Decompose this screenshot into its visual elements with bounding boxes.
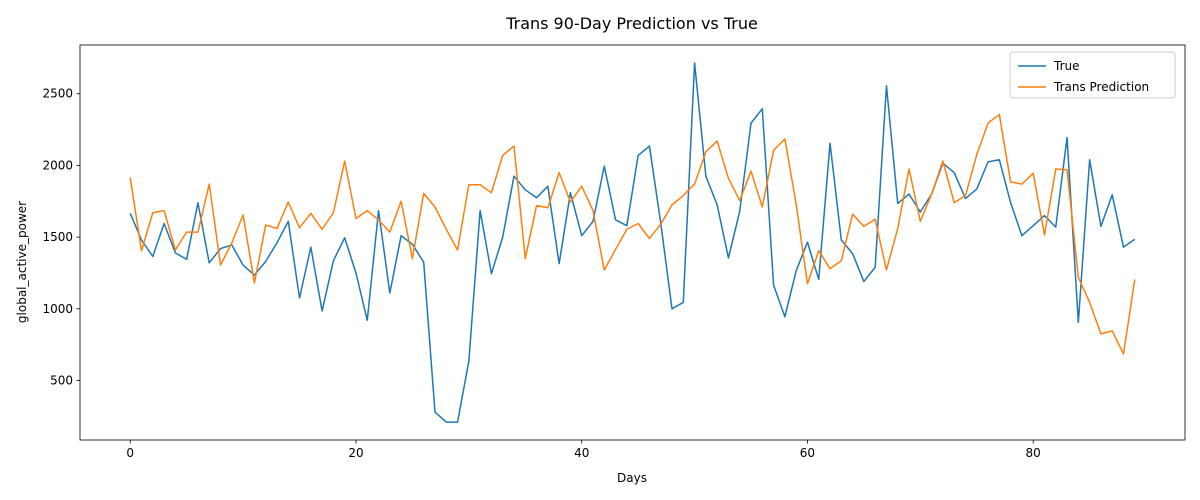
y-tick-label: 2000 [42, 158, 73, 172]
y-tick-label: 1500 [42, 230, 73, 244]
x-tick-label: 20 [348, 446, 363, 460]
chart-title: Trans 90-Day Prediction vs True [505, 14, 758, 33]
legend-box [1009, 51, 1176, 99]
plot-area: 0 20 40 60 80 500 1000 1500 2000 2500 [42, 44, 1186, 460]
x-axis-label: Days [617, 471, 647, 485]
y-tick-label: 500 [50, 373, 73, 387]
plot-frame [79, 44, 1186, 441]
y-tick-label: 1000 [42, 302, 73, 316]
series-line-trans-prediction [129, 113, 1136, 355]
x-tick-label: 40 [574, 446, 589, 460]
series-line-true [129, 62, 1136, 423]
legend: True Trans Prediction [1009, 51, 1176, 99]
x-tick-label: 0 [126, 446, 134, 460]
x-tick-label: 60 [800, 446, 815, 460]
y-axis-label: global_active_power [15, 201, 29, 323]
x-tick-label: 80 [1026, 446, 1041, 460]
y-tick-label: 2500 [42, 87, 73, 101]
legend-label-trans-prediction: Trans Prediction [1053, 80, 1149, 94]
legend-label-true: True [1053, 59, 1080, 73]
